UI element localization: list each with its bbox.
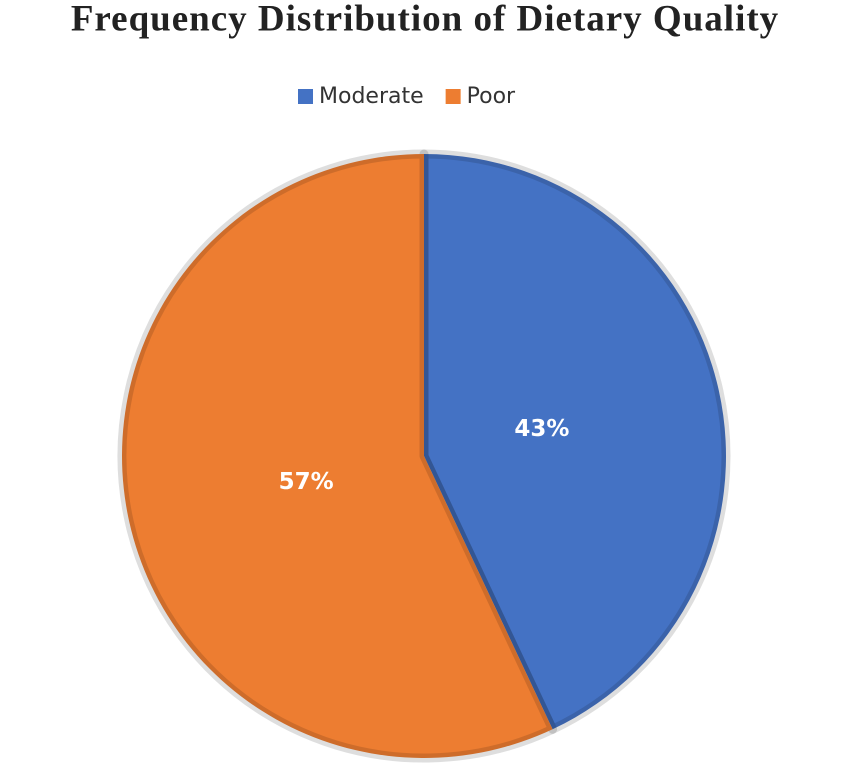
- legend-text: Poor: [467, 84, 516, 109]
- pie-slice: [419, 149, 731, 734]
- legend-text: Moderate: [319, 84, 424, 109]
- legend-swatch: [445, 89, 461, 104]
- chart-title: Frequency Distribution of Dietary Qualit…: [71, 0, 779, 39]
- legend-swatch: [298, 89, 313, 104]
- value-label: 57%: [279, 469, 334, 495]
- value-label: 43%: [514, 416, 569, 442]
- pie-slice: [117, 149, 558, 763]
